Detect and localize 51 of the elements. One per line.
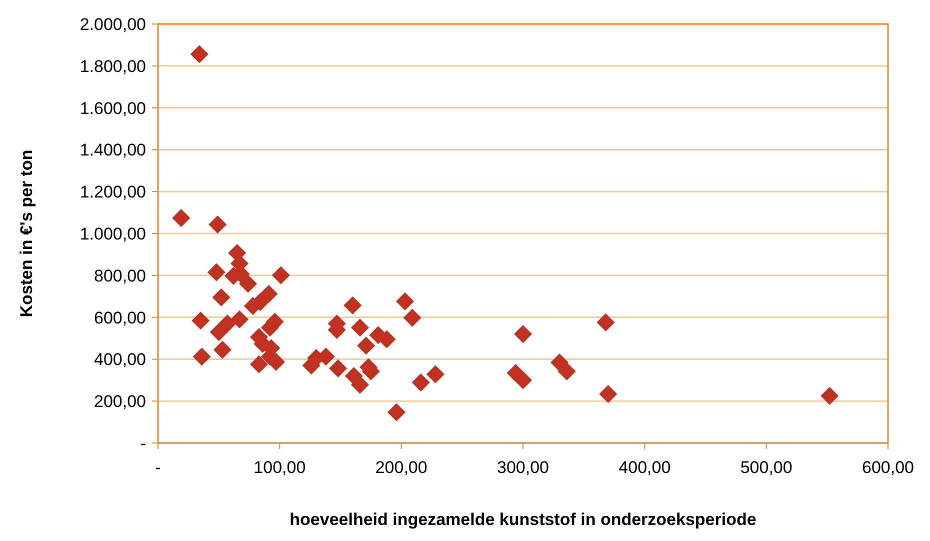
point	[192, 312, 210, 330]
point	[190, 45, 208, 64]
point	[329, 359, 348, 378]
point	[208, 215, 227, 234]
point	[599, 384, 618, 403]
point	[514, 325, 532, 344]
point	[212, 288, 230, 306]
x-tick-label: 600,00	[862, 458, 914, 477]
point	[350, 318, 369, 337]
point	[272, 266, 290, 284]
point	[550, 354, 568, 372]
point	[172, 208, 190, 227]
x-axis-title: hoeveelheid ingezamelde kunststof in onderzoeksperiode	[290, 510, 756, 529]
point	[192, 348, 211, 366]
point	[396, 292, 414, 310]
point	[514, 371, 532, 390]
y-tick-label: 1.200,00	[80, 182, 146, 202]
y-tick-label: -	[140, 434, 146, 453]
y-tick-label: 400,00	[94, 350, 146, 370]
y-tick-label: 1.400,00	[80, 140, 146, 160]
point	[218, 314, 236, 333]
point	[239, 274, 258, 293]
x-tick-label: 100,00	[254, 458, 306, 477]
y-tick-label: 1.800,00	[80, 56, 146, 76]
x-tick-label: -	[155, 458, 161, 477]
x-tick-label: 400,00	[618, 458, 671, 477]
point	[230, 310, 249, 328]
point	[596, 313, 615, 332]
point	[412, 373, 430, 392]
x-tick-label: 300,00	[497, 458, 549, 477]
point	[426, 365, 444, 384]
x-tick-label: 200,00	[375, 458, 428, 477]
point	[820, 386, 839, 405]
point	[558, 362, 576, 380]
point	[403, 308, 422, 327]
y-axis-title: Kosten in €'s per ton	[17, 150, 36, 318]
point	[350, 376, 369, 394]
point	[210, 323, 228, 342]
point	[213, 340, 232, 359]
point	[250, 355, 268, 374]
y-tick-label: 2.000,00	[80, 14, 146, 34]
y-tick-label: 800,00	[94, 266, 146, 286]
point	[207, 263, 226, 282]
y-tick-label: 1.000,00	[80, 224, 146, 244]
point	[344, 296, 362, 314]
x-tick-label: 500,00	[740, 458, 792, 477]
y-tick-label: 200,00	[94, 392, 146, 412]
y-tick-label: 600,00	[94, 308, 146, 328]
y-tick-label: 1.600,00	[80, 98, 146, 118]
point	[387, 403, 406, 422]
point	[357, 336, 376, 355]
